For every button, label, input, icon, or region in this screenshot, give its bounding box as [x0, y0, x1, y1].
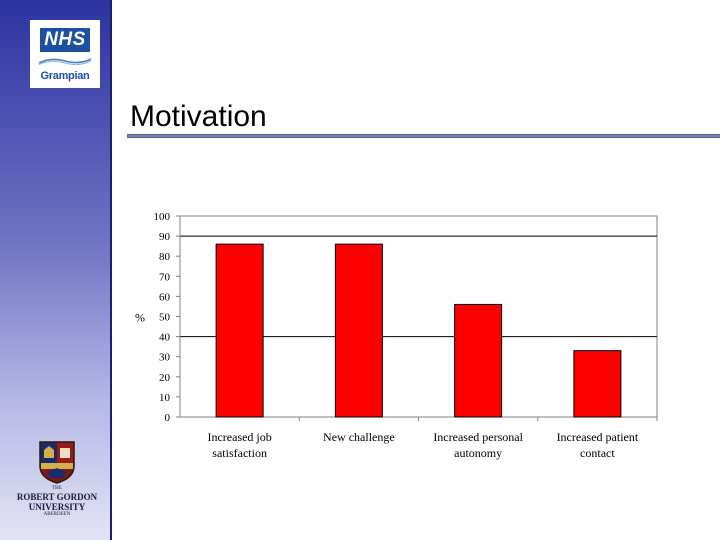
- slide-title: Motivation: [130, 100, 267, 133]
- y-tick-label: 0: [165, 412, 171, 424]
- bar-chart: 0 10 20 30 40 50 60 70 80 90 100% Increased job sati…: [135, 211, 658, 460]
- category-label: contact: [580, 446, 615, 460]
- y-axis-label: %: [135, 311, 145, 325]
- nhs-wave-icon: [38, 58, 92, 66]
- y-tick-label: 100: [154, 211, 171, 223]
- category-label: New challenge: [323, 430, 395, 444]
- sidebar: NHS Grampian THE ROBERT GORDON UNIVERSIT…: [0, 0, 110, 540]
- nhs-logo-mark: NHS: [40, 28, 90, 52]
- title-underline: [127, 134, 720, 138]
- y-tick-label: 40: [159, 332, 171, 344]
- university-line-3: UNIVERSITY: [28, 502, 86, 512]
- nhs-grampian-logo: NHS Grampian: [30, 20, 100, 88]
- bar-2: [334, 243, 383, 418]
- category-label: autonomy: [454, 446, 502, 460]
- category-label: satisfaction: [212, 446, 267, 460]
- category-label: Increased personal: [433, 430, 523, 444]
- y-tick-label: 60: [159, 291, 171, 303]
- y-tick-label: 70: [159, 271, 171, 283]
- y-tick-label: 20: [159, 372, 171, 384]
- category-label: Increased job: [207, 430, 271, 444]
- y-tick-label: 80: [159, 251, 171, 263]
- university-name: THE ROBERT GORDON UNIVERSITY ABERDEEN: [10, 486, 104, 518]
- y-tick-label: 50: [159, 312, 171, 324]
- bar-3: [454, 303, 503, 418]
- y-tick-label: 30: [159, 352, 171, 364]
- y-tick-label: 10: [159, 392, 171, 404]
- bar-1: [215, 243, 264, 418]
- category-label: Increased patient: [557, 430, 639, 444]
- university-line-2: ROBERT GORDON: [16, 492, 98, 502]
- university-line-1: THE: [52, 486, 62, 491]
- y-tick-label: 90: [159, 231, 171, 243]
- bar-4: [573, 350, 622, 418]
- university-crest-icon: [39, 441, 75, 484]
- nhs-logo-subtitle: Grampian: [40, 70, 90, 82]
- university-line-4: ABERDEEN: [43, 512, 71, 517]
- sidebar-edge: [110, 0, 112, 540]
